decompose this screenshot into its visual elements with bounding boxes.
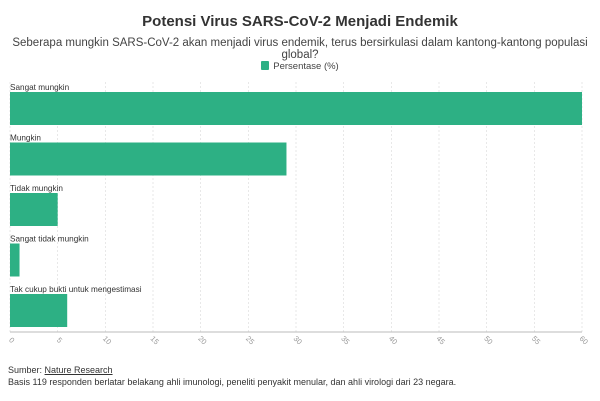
x-tick-label-10: 50 bbox=[482, 334, 494, 346]
category-label-1: Mungkin bbox=[10, 134, 41, 143]
category-label-0: Sangat mungkin bbox=[10, 83, 70, 92]
x-tick-label-3: 15 bbox=[149, 334, 161, 346]
category-label-2: Tidak mungkin bbox=[10, 184, 63, 193]
x-tick-label-8: 40 bbox=[387, 334, 399, 346]
legend-swatch bbox=[261, 61, 270, 70]
legend[interactable]: Persentase (%) bbox=[0, 61, 600, 72]
x-tick-label-12: 60 bbox=[578, 334, 590, 346]
footer: Sumber: Nature Research Basis 119 respon… bbox=[8, 364, 456, 388]
category-label-4: Tak cukup bukti untuk mengestimasi bbox=[10, 285, 142, 294]
bar-1[interactable] bbox=[10, 142, 287, 176]
category-label-3: Sangat tidak mungkin bbox=[10, 235, 89, 244]
bar-4[interactable] bbox=[10, 294, 68, 327]
x-tick-label-11: 55 bbox=[530, 334, 542, 346]
legend-label: Persentase (%) bbox=[273, 61, 339, 72]
x-tick-label-1: 5 bbox=[55, 336, 64, 345]
chart-subtitle: Seberapa mungkin SARS-CoV-2 akan menjadi… bbox=[12, 37, 588, 61]
x-tick-label-2: 10 bbox=[101, 334, 113, 346]
x-tick-label-6: 30 bbox=[292, 334, 304, 346]
x-tick-label-4: 20 bbox=[196, 334, 208, 346]
x-tick-label-0: 0 bbox=[7, 336, 16, 345]
bar-3[interactable] bbox=[10, 243, 20, 277]
bar-2[interactable] bbox=[10, 193, 58, 226]
chart-title: Potensi Virus SARS-CoV-2 Menjadi Endemik bbox=[142, 13, 458, 30]
source-label: Sumber: bbox=[8, 365, 43, 375]
footer-note: Basis 119 responden berlatar belakang ah… bbox=[8, 377, 457, 387]
x-tick-label-5: 25 bbox=[244, 334, 256, 346]
bar-0[interactable] bbox=[10, 92, 582, 125]
x-tick-label-9: 45 bbox=[435, 334, 447, 346]
x-tick-label-7: 35 bbox=[339, 334, 351, 346]
source-line: Sumber: Nature Research bbox=[8, 364, 456, 376]
source-link[interactable]: Nature Research bbox=[44, 365, 113, 375]
